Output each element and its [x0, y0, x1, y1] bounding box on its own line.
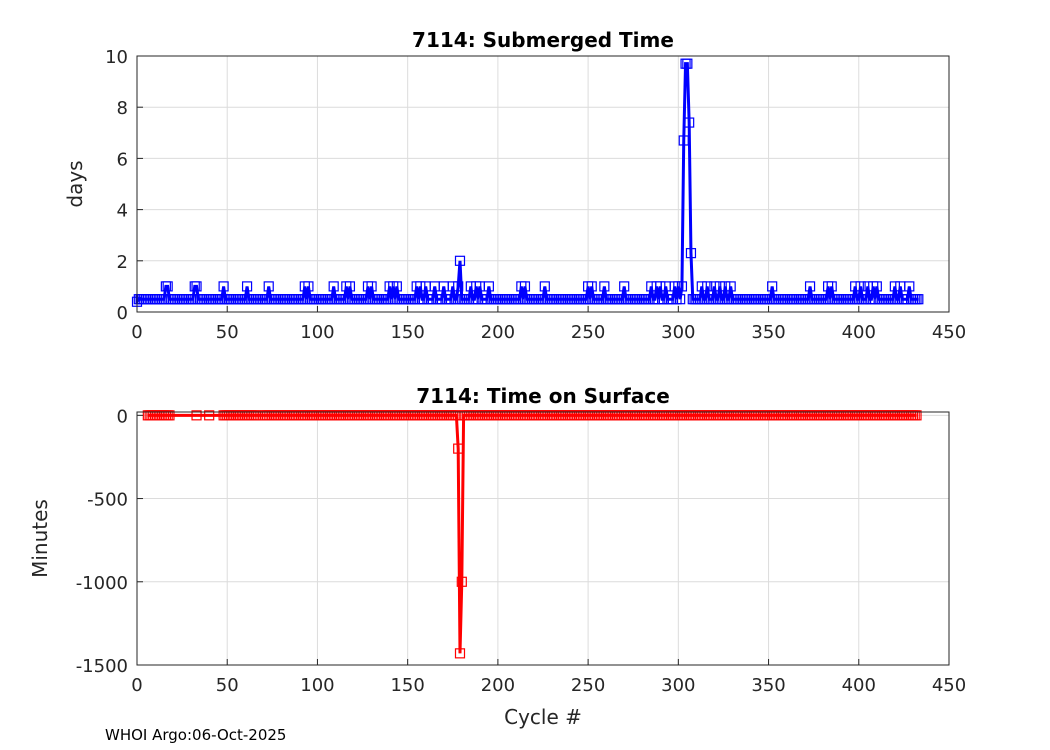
data-point-marker: [263, 281, 274, 292]
data-point-marker: [720, 281, 731, 292]
data-point-marker: [804, 281, 816, 292]
data-point-marker: [913, 294, 924, 305]
data-point-marker: [702, 281, 713, 292]
y-tick-label: -1500: [76, 656, 128, 677]
x-tick-label: 450: [932, 675, 966, 696]
data-point-marker: [904, 281, 915, 292]
chart-title: 7114: Time on Surface: [416, 384, 670, 408]
y-axis-label: days: [63, 160, 87, 207]
data-point-marker: [911, 410, 922, 421]
data-point-marker: [850, 281, 861, 292]
data-point-marker: [678, 135, 689, 146]
data-point-marker: [826, 281, 837, 292]
series-line: [147, 413, 917, 654]
data-point-marker: [391, 281, 402, 292]
x-tick-label: 50: [216, 675, 239, 696]
data-point-marker: [415, 281, 426, 292]
x-tick-label: 400: [842, 322, 876, 343]
data-point-marker: [619, 281, 630, 292]
x-tick-label: 150: [390, 675, 424, 696]
data-point-marker: [889, 281, 900, 292]
data-point-marker: [685, 248, 697, 259]
data-point-marker: [483, 281, 494, 292]
data-point-marker: [456, 576, 467, 587]
data-point-marker: [725, 281, 736, 292]
y-tick-label: 10: [105, 47, 128, 68]
data-point-marker: [714, 281, 725, 292]
x-tick-label: 150: [390, 322, 424, 343]
data-point-marker: [303, 281, 314, 292]
series-line: [135, 62, 919, 303]
data-point-marker: [871, 281, 882, 292]
x-tick-label: 350: [751, 322, 785, 343]
x-tick-label: 300: [661, 675, 695, 696]
x-tick-label: 0: [131, 322, 142, 343]
x-tick-label: 450: [932, 322, 966, 343]
data-point-marker: [366, 281, 377, 292]
y-tick-label: 6: [117, 149, 128, 170]
data-point-marker: [164, 410, 175, 421]
data-point-marker: [767, 281, 778, 292]
y-tick-label: 2: [117, 252, 128, 273]
data-point-marker: [162, 281, 173, 292]
x-tick-label: 350: [751, 675, 785, 696]
y-tick-label: -1000: [76, 573, 128, 594]
data-point-marker: [454, 255, 466, 266]
x-tick-label: 100: [300, 675, 334, 696]
x-tick-label: 200: [481, 322, 515, 343]
data-point-marker: [344, 281, 356, 292]
data-point-marker: [328, 281, 339, 292]
chart-title: 7114: Submerged Time: [412, 28, 674, 52]
surface-time-axes: 0 50 100 150 200 250 300 350 400 450 -1500 -1000 -50…: [28, 384, 966, 729]
data-point-marker: [241, 281, 253, 292]
y-tick-label: -500: [87, 490, 128, 511]
data-point-marker: [696, 281, 707, 292]
data-point-marker: [599, 281, 610, 292]
footer-label: WHOI Argo:06-Oct-2025: [105, 726, 286, 744]
x-tick-label: 50: [216, 322, 239, 343]
y-axis-label: Minutes: [28, 499, 52, 578]
data-point-marker: [586, 281, 597, 292]
data-point-marker: [676, 281, 688, 292]
data-point-marker: [682, 58, 693, 69]
data-point-marker: [709, 281, 720, 292]
x-tick-label: 300: [661, 322, 695, 343]
data-point-marker: [447, 281, 458, 292]
data-point-marker: [204, 410, 215, 421]
x-tick-label: 100: [300, 322, 334, 343]
y-tick-label: 0: [117, 303, 128, 324]
x-tick-label: 200: [481, 675, 515, 696]
submerged-time-axes: 0 50 100 150 200 250 300 350 400 450 0 2 4 6 8 10 7114: …: [63, 28, 966, 343]
data-point-marker: [454, 648, 466, 659]
x-tick-label: 400: [842, 675, 876, 696]
data-point-marker: [519, 281, 531, 292]
x-tick-label: 250: [571, 675, 605, 696]
x-axis-label: Cycle #: [504, 705, 582, 729]
data-point-marker: [684, 117, 695, 128]
axes-box: [136, 55, 950, 313]
y-tick-label: 0: [117, 406, 128, 427]
data-point-marker: [675, 294, 686, 305]
y-tick-label: 4: [117, 201, 128, 222]
axes-box: [136, 411, 950, 666]
y-tick-label: 8: [117, 98, 128, 119]
data-point-marker: [191, 410, 202, 421]
data-point-marker: [539, 281, 550, 292]
data-point-marker: [191, 281, 202, 292]
data-point-marker: [218, 281, 229, 292]
data-point-marker: [855, 281, 866, 292]
x-tick-label: 250: [571, 322, 605, 343]
data-point-marker: [453, 281, 464, 292]
data-point-marker: [655, 281, 666, 292]
data-point-marker: [453, 443, 464, 454]
x-tick-label: 0: [131, 675, 142, 696]
